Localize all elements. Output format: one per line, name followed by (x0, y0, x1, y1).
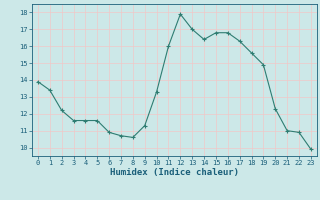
X-axis label: Humidex (Indice chaleur): Humidex (Indice chaleur) (110, 168, 239, 177)
